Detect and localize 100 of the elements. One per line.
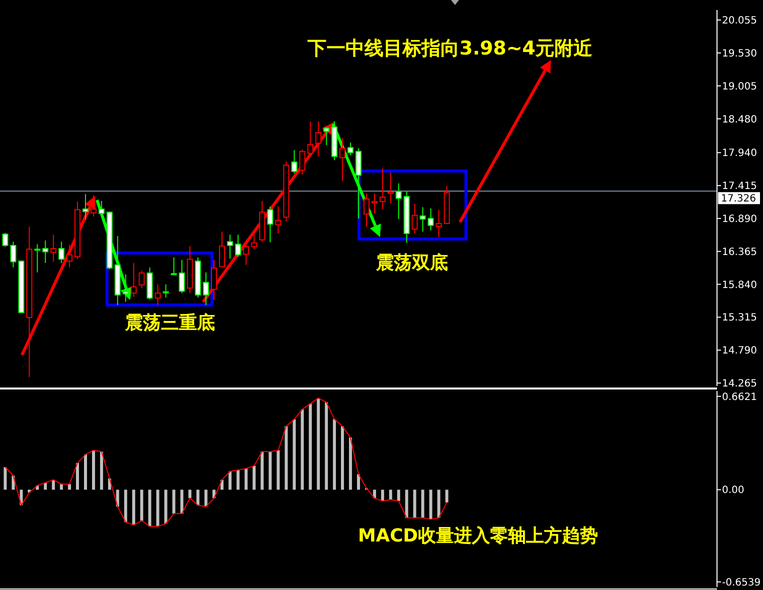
bar	[148, 490, 152, 526]
bar	[316, 398, 320, 490]
candlestick	[178, 259, 185, 294]
bar	[180, 490, 184, 514]
candlestick	[227, 234, 234, 260]
bar	[140, 490, 144, 521]
candlestick	[380, 168, 386, 210]
bar	[445, 490, 448, 502]
bar	[437, 490, 440, 518]
bar	[421, 490, 424, 518]
candlestick	[82, 194, 89, 220]
annotation: 下一中线目标指向3.98~4元附近	[306, 38, 594, 60]
candlestick	[323, 126, 330, 146]
bar	[188, 490, 192, 498]
bar	[276, 450, 280, 490]
candlestick	[356, 148, 362, 219]
annotation: 震荡三重底	[124, 312, 215, 334]
candlestick	[275, 206, 282, 234]
bar	[164, 490, 168, 524]
y-tick-label: 0.00	[722, 485, 744, 496]
candlestick	[396, 182, 402, 220]
bar	[260, 452, 264, 490]
bar	[132, 490, 136, 525]
candlestick	[66, 244, 72, 268]
candlestick	[267, 206, 274, 243]
bar	[244, 468, 248, 490]
bar	[204, 490, 208, 507]
candlestick	[307, 120, 314, 157]
candlestick	[291, 150, 298, 174]
candlestick	[122, 274, 129, 302]
candlestick	[58, 241, 64, 264]
candlestick	[98, 200, 105, 215]
candlestick	[10, 241, 16, 268]
y-tick-label: 20.055	[722, 16, 757, 27]
y-tick-label: 17.415	[722, 181, 757, 192]
bar	[308, 404, 312, 490]
candlestick	[235, 234, 242, 258]
candlestick	[420, 206, 426, 232]
annotation: 震荡双底	[375, 252, 448, 274]
bar	[84, 454, 88, 490]
bar	[405, 490, 408, 518]
bar	[196, 490, 200, 506]
candlestick	[130, 262, 137, 298]
bar	[268, 452, 272, 490]
y-tick-label: 16.890	[722, 214, 757, 225]
candlestick	[2, 232, 8, 248]
bar	[381, 490, 384, 501]
candlestick	[162, 284, 169, 298]
candlestick	[243, 243, 250, 266]
bar	[124, 490, 128, 522]
bar	[292, 419, 296, 490]
bar	[228, 471, 232, 490]
y-tick-label: 14.790	[722, 346, 757, 357]
y-tick-label: 15.840	[722, 280, 757, 291]
annotation: MACD收量进入零轴上方趋势	[358, 525, 598, 546]
candlestick	[210, 259, 217, 300]
candlestick	[339, 138, 346, 182]
candlestick	[219, 231, 226, 268]
candlestick	[251, 234, 258, 250]
y-tick-label: 18.480	[722, 114, 757, 126]
bar	[332, 419, 336, 490]
bar	[44, 482, 47, 490]
bar	[284, 426, 288, 490]
bar	[76, 462, 79, 490]
bar	[236, 470, 240, 490]
bar	[68, 484, 71, 490]
y-tick-label: 17.940	[722, 148, 757, 160]
bar	[357, 474, 360, 490]
bar	[348, 438, 352, 490]
bar	[429, 490, 432, 520]
candlestick	[412, 204, 418, 234]
candlestick	[428, 208, 434, 231]
bar	[413, 490, 416, 518]
candlestick	[42, 240, 48, 264]
candlestick	[347, 142, 354, 156]
candlestick	[202, 272, 209, 306]
candlestick	[388, 172, 394, 204]
candlestick	[34, 244, 40, 273]
candlestick	[154, 284, 161, 306]
bar	[60, 484, 63, 490]
bar	[300, 409, 304, 490]
bar	[324, 402, 328, 490]
y-tick-label: -0.6539	[722, 577, 761, 588]
candlestick	[436, 209, 442, 238]
bar	[397, 490, 400, 501]
bar	[252, 466, 256, 490]
candlestick	[50, 234, 56, 262]
candlestick	[364, 192, 370, 228]
candlestick	[138, 270, 145, 289]
candlestick	[90, 194, 97, 218]
bar	[100, 452, 104, 490]
bar	[92, 450, 96, 490]
candlestick	[315, 120, 322, 157]
bar	[156, 490, 160, 526]
y-tick-label: 19.530	[722, 48, 757, 60]
bar	[373, 490, 376, 498]
line-series	[4, 398, 448, 527]
bar	[340, 426, 344, 490]
y-tick-label: 16.365	[722, 246, 757, 258]
bar	[389, 490, 392, 500]
